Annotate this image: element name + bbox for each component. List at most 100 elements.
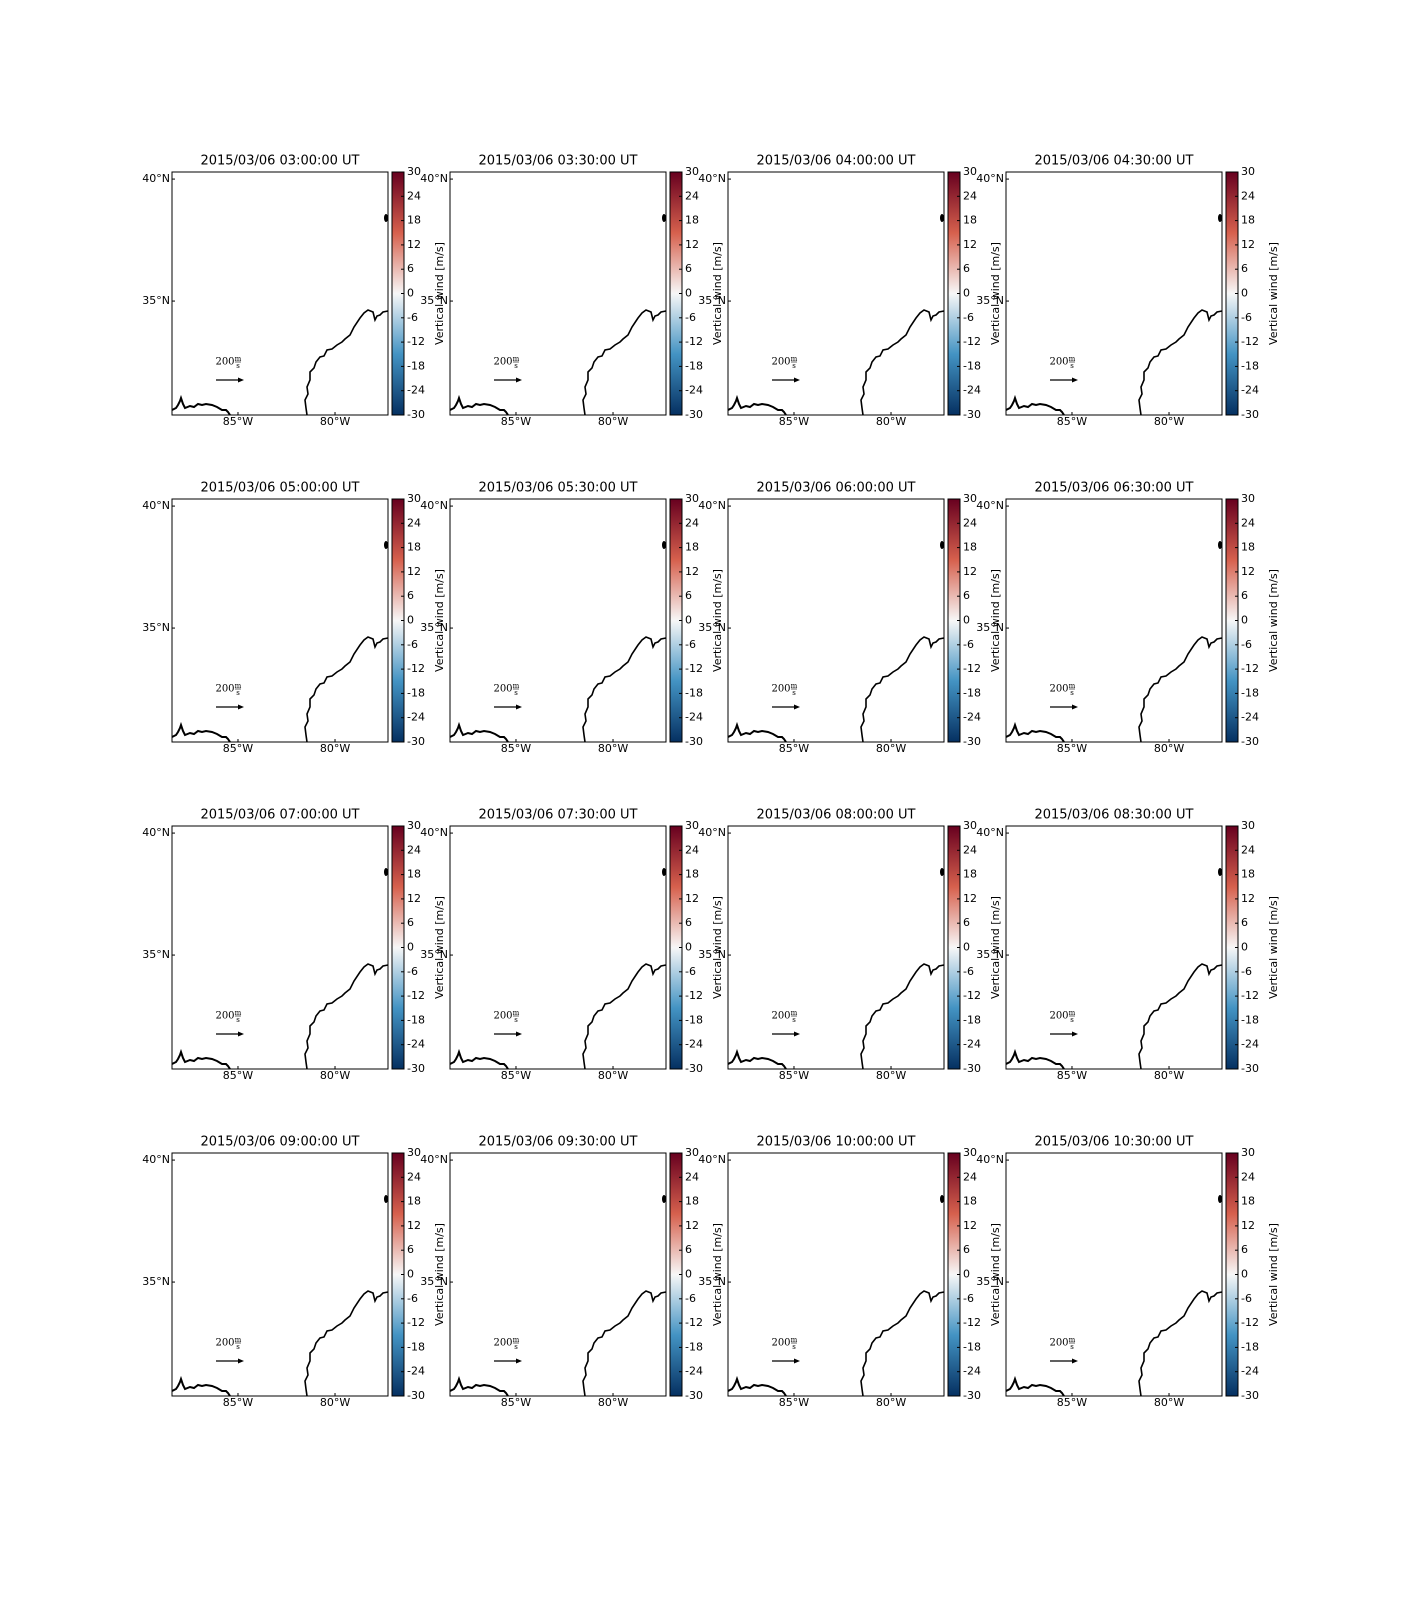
colorbar-tick-label: -6 — [407, 1292, 418, 1305]
colorbar-tick-label: -18 — [685, 1013, 703, 1026]
colorbar-label: Vertical wind [m/s] — [1267, 1223, 1280, 1326]
quiver-key-unit: s — [514, 362, 518, 370]
colorbar-tick-label: 12 — [963, 238, 977, 251]
colorbar-tick-label: -18 — [407, 1013, 425, 1026]
axes-frame — [171, 498, 389, 743]
quiver-key-arrowhead — [238, 377, 244, 383]
x-tick-label: 80°W — [598, 1069, 628, 1082]
quiver-key-value: 200 — [771, 1338, 790, 1349]
quiver-key-value: 200 — [493, 357, 512, 368]
colorbar-tick-label: -6 — [685, 965, 696, 978]
y-tick-label: 40°N — [698, 172, 726, 185]
x-tick-label: 80°W — [320, 1069, 350, 1082]
colorbar-tick-label: -24 — [963, 711, 981, 724]
colorbar-tick-label: 18 — [685, 214, 699, 227]
colorbar-tick-label: 18 — [963, 1195, 977, 1208]
y-tick-label: 40°N — [420, 172, 448, 185]
coastline — [1218, 541, 1222, 549]
panel-title: 2015/03/06 04:00:00 UT — [756, 154, 915, 169]
quiver-key-unit: s — [236, 362, 240, 370]
quiver-key-arrowhead — [794, 1031, 800, 1037]
colorbar-tick-label: -12 — [685, 662, 703, 675]
y-tick-label: 40°N — [142, 1153, 170, 1166]
axes-frame — [1005, 825, 1223, 1070]
colorbar-label: Vertical wind [m/s] — [433, 242, 446, 345]
quiver-key-unit: s — [236, 689, 240, 697]
quiver-key-unit: s — [1070, 1343, 1074, 1351]
colorbar-tick-label: -12 — [685, 335, 703, 348]
coastline — [1138, 636, 1223, 743]
coastline — [304, 1290, 389, 1397]
colorbar-tick-label: 30 — [1241, 165, 1255, 178]
quiver-key-arrowhead — [238, 704, 244, 710]
colorbar-tick-label: -18 — [407, 686, 425, 699]
colorbar-label: Vertical wind [m/s] — [1267, 896, 1280, 999]
colorbar-tick-label: -18 — [1241, 686, 1259, 699]
y-tick-label: 40°N — [142, 172, 170, 185]
colorbar-label: Vertical wind [m/s] — [989, 569, 1002, 672]
colorbar-tick-label: -6 — [1241, 638, 1252, 651]
colorbar-label: Vertical wind [m/s] — [1267, 569, 1280, 672]
coastline — [1005, 721, 1065, 743]
colorbar-tick-label: 24 — [963, 189, 977, 202]
coastline — [860, 963, 945, 1070]
quiver-key-unit: s — [792, 1343, 796, 1351]
quiver-key-value: 200 — [1049, 357, 1068, 368]
colorbar-tick-label: 24 — [963, 1170, 977, 1183]
x-tick-label: 85°W — [501, 1396, 531, 1409]
coastline — [662, 541, 666, 549]
colorbar-tick-label: -12 — [407, 662, 425, 675]
colorbar-tick-label: 12 — [407, 238, 421, 251]
map-panel: 2015/03/06 07:30:00 UT 85°W 80°W 40°N 35°N 20… — [420, 808, 724, 1083]
x-tick-label: 80°W — [876, 1396, 906, 1409]
colorbar-tick-label: -6 — [685, 1292, 696, 1305]
map-panel: 2015/03/06 07:00:00 UT 85°W 80°W 40°N 35°N 20… — [142, 808, 446, 1083]
coastline — [1005, 1048, 1065, 1070]
colorbar-tick-label: -30 — [407, 1389, 425, 1402]
colorbar-tick-label: 18 — [963, 214, 977, 227]
coastline — [860, 309, 945, 416]
colorbar-tick-label: -18 — [963, 359, 981, 372]
coastline — [449, 721, 509, 743]
coastline — [171, 721, 231, 743]
x-tick-label: 85°W — [223, 415, 253, 428]
colorbar-tick-label: -12 — [407, 1316, 425, 1329]
x-tick-label: 80°W — [1154, 415, 1184, 428]
colorbar-tick-label: -30 — [407, 735, 425, 748]
coastline — [582, 636, 667, 743]
colorbar-tick-label: 24 — [407, 843, 421, 856]
axes-frame — [171, 1152, 389, 1397]
colorbar-tick-label: 24 — [963, 516, 977, 529]
coastline — [662, 214, 666, 222]
quiver-key-unit: m — [513, 1009, 520, 1017]
colorbar-tick-label: 12 — [1241, 238, 1255, 251]
colorbar-tick-label: 12 — [685, 1219, 699, 1232]
quiver-key-unit: m — [791, 1009, 798, 1017]
coastline — [384, 541, 388, 549]
x-tick-label: 85°W — [501, 1069, 531, 1082]
map-panel: 2015/03/06 03:00:00 UT 85°W 80°W 40°N 35°N 20… — [142, 154, 446, 429]
map-panel: 2015/03/06 03:30:00 UT 85°W 80°W 40°N 35°N 20… — [420, 154, 724, 429]
colorbar-tick-label: 12 — [1241, 892, 1255, 905]
coastline — [449, 394, 509, 416]
map-panel: 2015/03/06 04:30:00 UT 85°W 80°W 40°N 35°N 20… — [976, 154, 1280, 429]
colorbar-tick-label: 30 — [407, 165, 421, 178]
panel-title: 2015/03/06 04:30:00 UT — [1034, 154, 1193, 169]
colorbar-tick-label: -30 — [963, 408, 981, 421]
colorbar-tick-label: 0 — [685, 614, 692, 627]
colorbar-tick-label: 30 — [685, 1146, 699, 1159]
quiver-key-value: 200 — [493, 1338, 512, 1349]
colorbar-tick-label: -30 — [685, 1062, 703, 1075]
quiver-key-arrowhead — [1072, 377, 1078, 383]
colorbar-tick-label: -30 — [1241, 1389, 1259, 1402]
colorbar-tick-label: 6 — [1241, 589, 1248, 602]
x-tick-label: 85°W — [779, 1069, 809, 1082]
coastline — [384, 214, 388, 222]
coastline — [171, 394, 231, 416]
colorbar-tick-label: -12 — [1241, 335, 1259, 348]
colorbar-tick-label: 0 — [1241, 287, 1248, 300]
quiver-key-unit: m — [235, 682, 242, 690]
colorbar-tick-label: -6 — [1241, 311, 1252, 324]
colorbar-tick-label: 6 — [685, 262, 692, 275]
coastline — [727, 394, 787, 416]
